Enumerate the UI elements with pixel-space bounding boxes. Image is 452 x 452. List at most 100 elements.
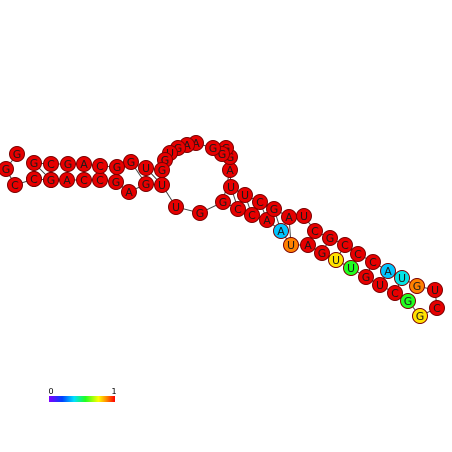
nucleotide-circle	[205, 140, 221, 156]
nucleotide-letter: C	[234, 203, 242, 216]
nucleotide-letter: G	[64, 158, 73, 171]
nucleotide-letter: G	[413, 280, 422, 293]
nucleotide: G	[266, 201, 282, 217]
nucleotide-letter: G	[362, 271, 371, 284]
nucleotide-letter: A	[125, 186, 133, 199]
nucleotide: G	[215, 194, 231, 210]
nucleotide-letter: G	[113, 161, 122, 174]
nucleotide: C	[7, 177, 23, 193]
nucleotide-letter: G	[127, 156, 136, 169]
nucleotide: U	[168, 199, 184, 215]
nucleotide-letter: U	[241, 189, 249, 202]
nucleotide-circle	[372, 277, 388, 293]
nucleotide: C	[76, 172, 92, 188]
nucleotide: G	[109, 159, 125, 175]
nucleotide: C	[350, 246, 366, 262]
nucleotide: G	[43, 172, 59, 188]
nucleotide: C	[252, 194, 268, 210]
nucleotide-letter: G	[226, 151, 235, 164]
nucleotide-circle	[409, 278, 425, 294]
nucleotide-circle	[43, 172, 59, 188]
nucleotide-circle	[7, 177, 23, 193]
nucleotide-letter: G	[404, 295, 413, 308]
nucleotide-circle	[300, 237, 316, 253]
nucleotide: U	[328, 252, 344, 268]
nucleotide: G	[400, 293, 416, 309]
nucleotide-circle	[328, 252, 344, 268]
nucleotide-letter: A	[63, 174, 71, 187]
nucleotide-circle	[121, 184, 137, 200]
nucleotide-circle	[192, 205, 208, 221]
nucleotide-letter: C	[47, 158, 55, 171]
nucleotide-letter: C	[256, 196, 264, 209]
nucleotide-letter: G	[30, 157, 39, 170]
nucleotide-letter: C	[433, 302, 441, 315]
nucleotide-letter: G	[142, 178, 151, 191]
nucleotide-letter: G	[196, 207, 205, 220]
nucleotide-letter: A	[80, 158, 88, 171]
nucleotide: G	[409, 278, 425, 294]
nucleotide-letter: A	[304, 239, 312, 252]
nucleotide-circle	[387, 285, 403, 301]
nucleotide-letter: G	[218, 148, 227, 161]
nucleotide: C	[307, 223, 323, 239]
nucleotide-letter: G	[219, 196, 228, 209]
nucleotide-circle	[26, 171, 42, 187]
nucleotide-circle	[281, 209, 297, 225]
nucleotide: A	[380, 263, 396, 279]
nucleotide-letter: G	[47, 174, 56, 187]
nucleotide-letter: C	[30, 173, 38, 186]
nucleotide-circle	[43, 156, 59, 172]
nucleotide-letter: G	[112, 176, 121, 189]
nucleotide: G	[9, 146, 25, 162]
nucleotide: U	[372, 277, 388, 293]
nucleotide-circle	[350, 246, 366, 262]
nucleotide-circle	[9, 146, 25, 162]
nucleotide-letter: G	[326, 232, 335, 245]
nucleotide: C	[244, 207, 260, 223]
nucleotide: G	[314, 245, 330, 261]
nucleotide-letter: A	[226, 164, 234, 177]
nucleotide: G	[205, 140, 221, 156]
nucleotide: C	[337, 237, 353, 253]
nucleotide: C	[92, 158, 108, 174]
nucleotide-circle	[76, 172, 92, 188]
nucleotide-letter: C	[369, 256, 377, 269]
nucleotide-circle	[92, 158, 108, 174]
nucleotide: G	[358, 269, 374, 285]
nucleotide-letter: A	[277, 225, 285, 238]
nucleotide-letter: G	[416, 310, 425, 323]
nucleotide-letter: U	[166, 147, 174, 160]
nucleotide-letter: U	[300, 210, 308, 223]
nucleotide: A	[59, 172, 75, 188]
nucleotide: U	[283, 237, 299, 253]
nucleotide: U	[296, 208, 312, 224]
nucleotide-letter: C	[80, 174, 88, 187]
nucleotide-letter: C	[311, 225, 319, 238]
nucleotide-letter: G	[161, 154, 170, 167]
nucleotide-circle	[60, 156, 76, 172]
nucleotide: C	[26, 171, 42, 187]
nucleotide-circle	[427, 282, 443, 298]
nucleotide-letter: A	[183, 139, 191, 152]
nucleotide: G	[154, 162, 170, 178]
nucleotide-circle	[26, 155, 42, 171]
nucleotide-circle	[337, 237, 353, 253]
nucleotide-circle	[394, 270, 410, 286]
nucleotide: U	[427, 282, 443, 298]
nucleotide: A	[273, 223, 289, 239]
nucleotide-circle	[123, 154, 139, 170]
color-scale-legend: 0 1	[48, 387, 117, 402]
nucleotide-circle	[138, 160, 154, 176]
nucleotide: U	[154, 177, 170, 193]
nucleotide-letter: G	[13, 148, 22, 161]
nucleotide-circle	[314, 245, 330, 261]
nucleotide: C	[92, 172, 108, 188]
nucleotide-layer: GGCUUACCGAGUUGGCCAAUAGUUGUCGGCUGUACCCGCU…	[0, 135, 445, 324]
nucleotide-letter: G	[158, 164, 167, 177]
nucleotide-circle	[138, 176, 154, 192]
nucleotide-letter: U	[287, 239, 295, 252]
nucleotide-circle	[343, 260, 359, 276]
nucleotide: G	[123, 154, 139, 170]
